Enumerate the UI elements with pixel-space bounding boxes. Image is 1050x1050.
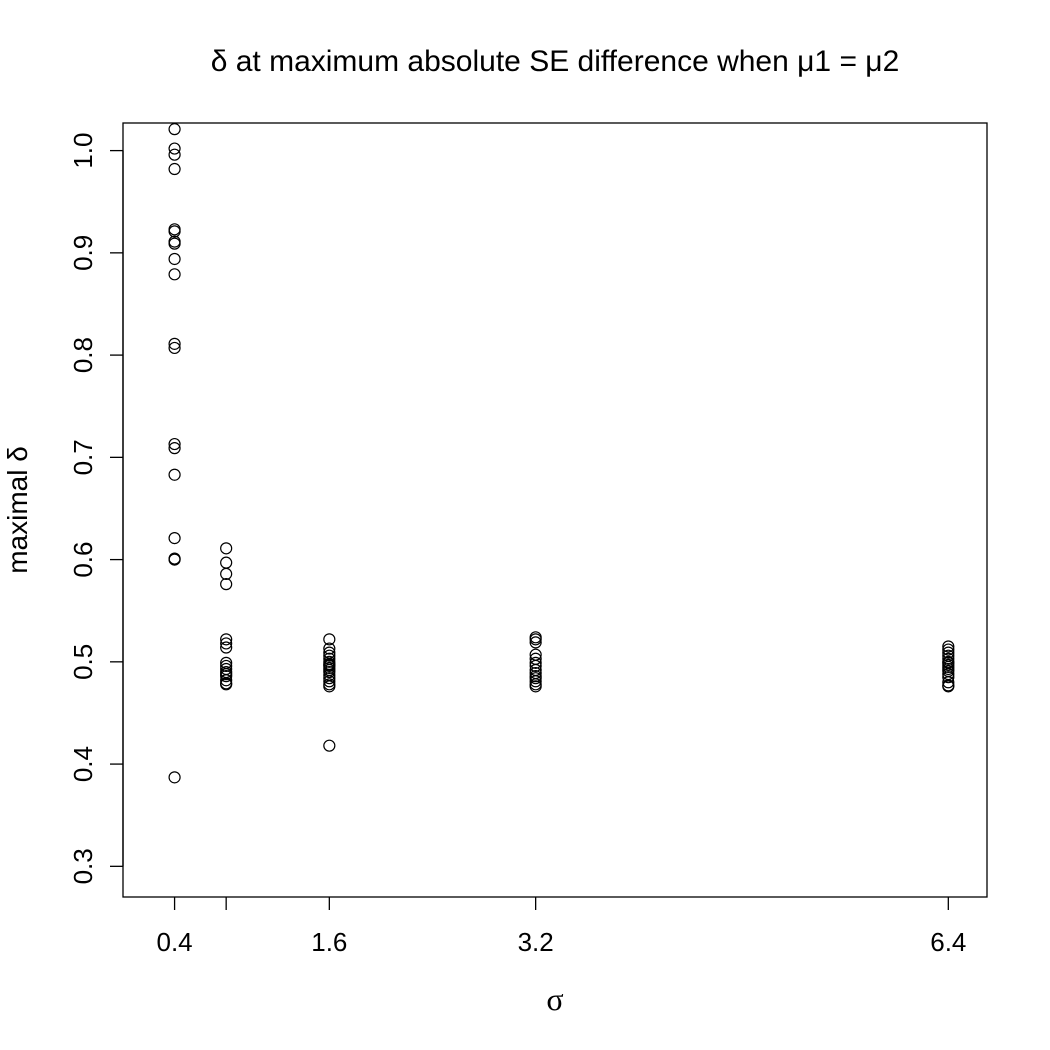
- data-point: [529, 680, 542, 693]
- y-tick-label: 0.8: [68, 337, 98, 373]
- data-point: [220, 637, 233, 650]
- data-point: [168, 771, 181, 784]
- x-tick-label: 6.4: [930, 927, 966, 957]
- data-point: [220, 678, 233, 691]
- x-tick-label: 1.6: [311, 927, 347, 957]
- data-point: [168, 148, 181, 161]
- y-tick-label: 0.6: [68, 542, 98, 578]
- data-point: [942, 646, 955, 659]
- data-point: [529, 636, 542, 649]
- y-axis-label: maximal δ: [2, 446, 33, 574]
- data-point: [168, 142, 181, 155]
- data-point: [220, 578, 233, 591]
- data-point: [168, 337, 181, 350]
- plot-frame: [122, 122, 988, 898]
- data-point: [323, 665, 336, 679]
- data-point: [323, 633, 336, 646]
- data-point: [323, 658, 336, 672]
- data-point: [168, 341, 181, 355]
- y-tick-label: 0.3: [68, 848, 98, 884]
- data-point: [220, 659, 233, 673]
- data-point: [323, 739, 336, 752]
- data-point: [168, 442, 181, 455]
- data-point: [220, 567, 233, 581]
- data-point: [168, 237, 181, 250]
- data-point: [168, 468, 181, 481]
- data-point: [529, 659, 542, 673]
- data-point: [168, 437, 181, 451]
- data-point: [168, 532, 181, 545]
- data-point: [168, 162, 181, 176]
- data-point: [323, 672, 336, 685]
- data-point: [168, 268, 181, 281]
- data-point: [942, 676, 955, 689]
- data-point: [168, 252, 181, 266]
- data-point: [942, 643, 955, 656]
- data-point: [942, 671, 955, 684]
- data-point: [323, 680, 336, 693]
- data-point: [529, 672, 542, 685]
- x-axis: 0.4 1.6 3.2 6.4: [157, 897, 966, 957]
- data-point: [942, 640, 955, 653]
- data-point: [220, 633, 233, 646]
- y-tick-label: 0.9: [68, 235, 98, 271]
- data-point: [168, 123, 181, 136]
- y-tick-label: 0.7: [68, 439, 98, 475]
- data-points: [168, 123, 955, 784]
- data-point: [168, 225, 181, 238]
- data-point: [529, 675, 542, 688]
- data-point: [942, 652, 955, 665]
- data-point: [220, 641, 233, 654]
- x-tick-label: 0.4: [157, 927, 193, 957]
- data-point: [323, 642, 336, 655]
- chart-title: δ at maximum absolute SE difference when…: [211, 45, 900, 78]
- y-axis: 0.3 0.4 0.5 0.6 0.7 0.8 0.9 1.0: [68, 133, 124, 884]
- data-point: [220, 556, 233, 569]
- y-tick-label: 0.4: [68, 746, 98, 782]
- x-axis-label: σ: [546, 981, 563, 1017]
- data-point: [168, 552, 181, 565]
- data-point: [529, 633, 542, 646]
- data-point: [220, 674, 233, 687]
- y-tick-label: 0.5: [68, 644, 98, 680]
- data-point: [323, 675, 336, 688]
- data-point: [168, 553, 181, 566]
- y-tick-label: 1.0: [68, 133, 98, 169]
- data-point: [220, 670, 233, 683]
- data-point: [220, 542, 233, 555]
- data-point: [942, 680, 955, 693]
- data-point: [529, 656, 542, 669]
- x-tick-label: 3.2: [518, 927, 554, 957]
- data-point: [323, 649, 336, 662]
